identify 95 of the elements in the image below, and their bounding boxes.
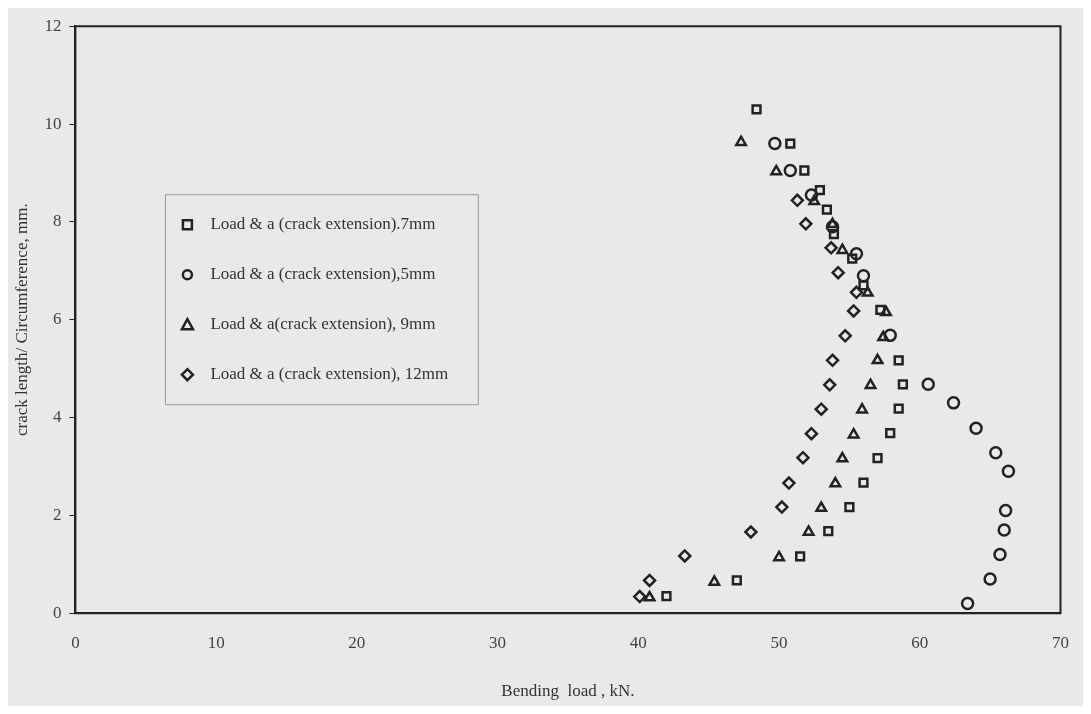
point: [825, 220, 840, 234]
point: [998, 503, 1013, 518]
legend-label: Load & a (crack extension),5mm: [210, 264, 436, 284]
point: [782, 476, 796, 490]
point: [804, 188, 819, 202]
point: [858, 477, 869, 488]
y-tick-label: 4: [52, 407, 62, 426]
point: [856, 402, 869, 414]
point: [828, 228, 840, 240]
point: [969, 421, 983, 436]
point: [814, 402, 829, 416]
point: [856, 268, 871, 283]
y-tick-label: 8: [52, 211, 62, 231]
point: [877, 330, 890, 342]
point: [989, 446, 1003, 460]
point: [708, 575, 721, 586]
point: [632, 589, 647, 604]
point: [744, 525, 758, 539]
point: [883, 328, 897, 343]
point: [814, 184, 825, 196]
point: [796, 450, 810, 465]
point: [838, 329, 852, 343]
point: [993, 547, 1007, 562]
point: [846, 304, 861, 318]
y-tick-label: 10: [44, 113, 62, 133]
y-tick-label: 0: [52, 602, 62, 622]
point: [804, 426, 819, 441]
x-tick-label: 20: [348, 632, 366, 652]
point: [847, 427, 860, 439]
point: [731, 575, 742, 586]
legend-label: Load & a (crack extension).7mm: [210, 214, 436, 234]
x-axis-title: Bending load , kN.: [501, 681, 635, 701]
point: [642, 573, 657, 588]
point: [844, 501, 855, 513]
point: [822, 378, 837, 392]
x-tick-label: 30: [489, 632, 507, 652]
x-tick-label: 10: [207, 632, 225, 652]
point: [802, 525, 815, 536]
point: [643, 590, 656, 602]
point: [879, 305, 893, 317]
legend-label: Load & a(crack extension), 9mm: [210, 314, 436, 334]
point: [790, 193, 805, 208]
y-tick-label: 2: [52, 504, 62, 524]
point: [871, 353, 884, 365]
point: [815, 501, 828, 513]
point: [897, 379, 909, 390]
x-tick-label: 40: [629, 632, 647, 652]
point: [783, 163, 798, 178]
point: [875, 304, 886, 316]
point: [836, 451, 849, 463]
point: [821, 204, 833, 215]
point: [808, 194, 821, 206]
point: [770, 164, 783, 176]
x-tick-label: 50: [770, 632, 788, 652]
point: [785, 138, 796, 149]
point: [831, 265, 845, 280]
point: [829, 476, 842, 488]
point: [858, 280, 869, 291]
point: [751, 104, 762, 115]
point: [823, 525, 834, 537]
point: [825, 353, 840, 368]
point: [849, 246, 864, 261]
point: [960, 596, 975, 611]
point: [775, 500, 789, 514]
point: [847, 253, 858, 264]
point: [826, 217, 839, 229]
point: [946, 396, 961, 410]
point: [861, 286, 874, 297]
point: [768, 136, 782, 151]
point: [921, 377, 935, 392]
point: [735, 135, 748, 147]
x-tick-label: 60: [911, 632, 929, 652]
point: [799, 217, 813, 231]
point: [872, 453, 883, 464]
point: [773, 550, 786, 562]
y-tick-label: 6: [52, 309, 62, 329]
point: [1001, 464, 1016, 479]
point: [885, 428, 896, 439]
point: [864, 378, 877, 390]
point: [983, 572, 997, 586]
point: [661, 590, 672, 602]
point: [824, 241, 838, 255]
point: [893, 403, 904, 414]
point: [795, 551, 806, 562]
point: [836, 243, 849, 255]
point: [678, 549, 692, 563]
point: [799, 165, 810, 176]
point: [997, 523, 1011, 537]
x-tick-label: 70: [1052, 632, 1069, 652]
y-axis-title: crack length/ Circumference, mm.: [11, 203, 31, 437]
point: [849, 285, 864, 300]
legend-label: Load & a (crack extension), 12mm: [210, 364, 449, 384]
y-tick-label: 12: [44, 15, 62, 35]
x-tick-label: 0: [71, 632, 80, 652]
point: [893, 355, 904, 366]
